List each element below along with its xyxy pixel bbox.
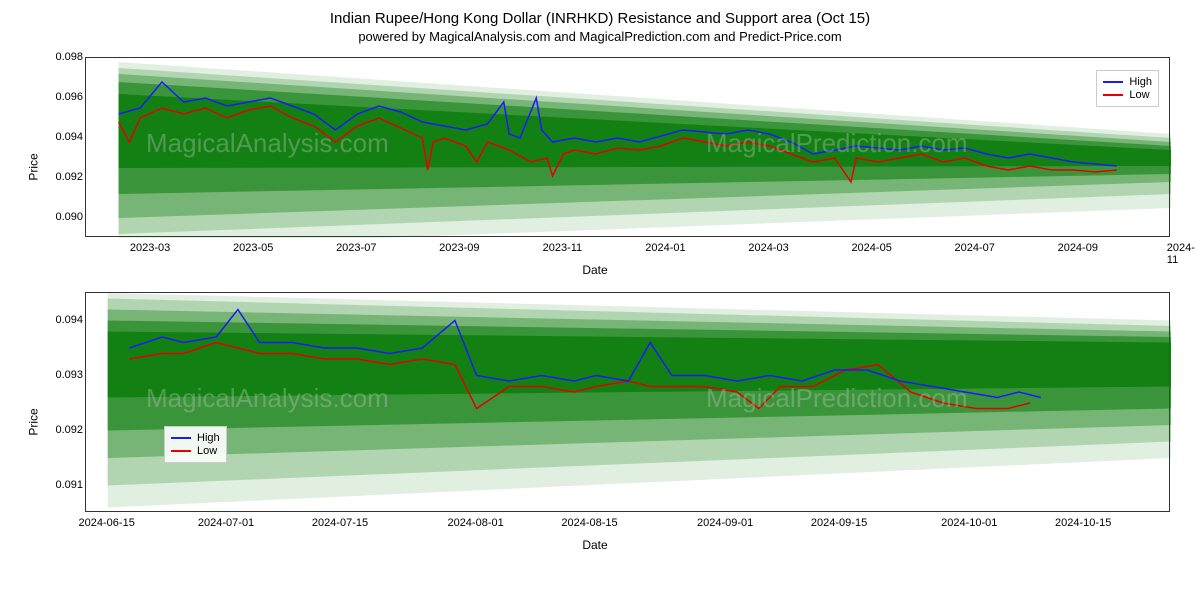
x-tick-label: 2024-09 xyxy=(1058,242,1098,254)
x-tick-label: 2024-11 xyxy=(1167,242,1195,266)
legend-line-low xyxy=(171,450,191,452)
top-legend: High Low xyxy=(1096,70,1159,107)
legend-line-low xyxy=(1103,94,1123,96)
bottom-chart: Price MagicalAnalysis.com MagicalPredict… xyxy=(15,287,1175,557)
x-tick-label: 2024-08-01 xyxy=(447,517,503,529)
legend-line-high xyxy=(171,437,191,439)
legend-item-low: Low xyxy=(1103,89,1152,101)
legend-item-low: Low xyxy=(171,445,220,457)
legend-item-high: High xyxy=(1103,76,1152,88)
top-y-axis-label: Price xyxy=(27,153,41,180)
x-tick-label: 2024-03 xyxy=(748,242,788,254)
x-tick-label: 2023-03 xyxy=(130,242,170,254)
bottom-plot-area: MagicalAnalysis.com MagicalPrediction.co… xyxy=(85,292,1170,512)
x-tick-label: 2023-09 xyxy=(439,242,479,254)
x-tick-label: 2024-08-15 xyxy=(561,517,617,529)
legend-label-low: Low xyxy=(1129,89,1149,101)
legend-label-high: High xyxy=(1129,76,1152,88)
top-chart: Price MagicalAnalysis.com MagicalPredict… xyxy=(15,52,1175,282)
x-tick-label: 2024-09-15 xyxy=(811,517,867,529)
y-tick-label: 0.096 xyxy=(55,91,83,103)
x-tick-label: 2024-06-15 xyxy=(79,517,135,529)
y-tick-label: 0.091 xyxy=(55,479,83,491)
x-tick-label: 2024-09-01 xyxy=(697,517,753,529)
y-tick-label: 0.092 xyxy=(55,424,83,436)
y-tick-label: 0.092 xyxy=(55,171,83,183)
x-tick-label: 2024-10-15 xyxy=(1055,517,1111,529)
x-tick-label: 2024-05 xyxy=(851,242,891,254)
top-plot-area: MagicalAnalysis.com MagicalPrediction.co… xyxy=(85,57,1170,237)
y-tick-label: 0.094 xyxy=(55,131,83,143)
y-tick-label: 0.090 xyxy=(55,211,83,223)
bottom-chart-svg xyxy=(86,293,1171,513)
x-tick-label: 2023-07 xyxy=(336,242,376,254)
y-tick-label: 0.094 xyxy=(55,314,83,326)
x-tick-label: 2024-07-15 xyxy=(312,517,368,529)
bottom-x-axis-label: Date xyxy=(582,538,607,552)
x-tick-label: 2024-07-01 xyxy=(198,517,254,529)
y-tick-label: 0.093 xyxy=(55,369,83,381)
y-tick-label: 0.098 xyxy=(55,51,83,63)
x-tick-label: 2024-01 xyxy=(645,242,685,254)
top-chart-svg xyxy=(86,58,1171,238)
x-tick-label: 2024-10-01 xyxy=(941,517,997,529)
legend-item-high: High xyxy=(171,432,220,444)
chart-main-title: Indian Rupee/Hong Kong Dollar (INRHKD) R… xyxy=(15,10,1185,27)
chart-subtitle: powered by MagicalAnalysis.com and Magic… xyxy=(15,29,1185,44)
x-tick-label: 2023-05 xyxy=(233,242,273,254)
legend-label-high: High xyxy=(197,432,220,444)
top-x-axis-label: Date xyxy=(582,263,607,277)
legend-line-high xyxy=(1103,81,1123,83)
x-tick-label: 2023-11 xyxy=(543,242,583,254)
bottom-legend: High Low xyxy=(164,426,227,463)
bottom-y-axis-label: Price xyxy=(27,408,41,435)
legend-label-low: Low xyxy=(197,445,217,457)
x-tick-label: 2024-07 xyxy=(955,242,995,254)
